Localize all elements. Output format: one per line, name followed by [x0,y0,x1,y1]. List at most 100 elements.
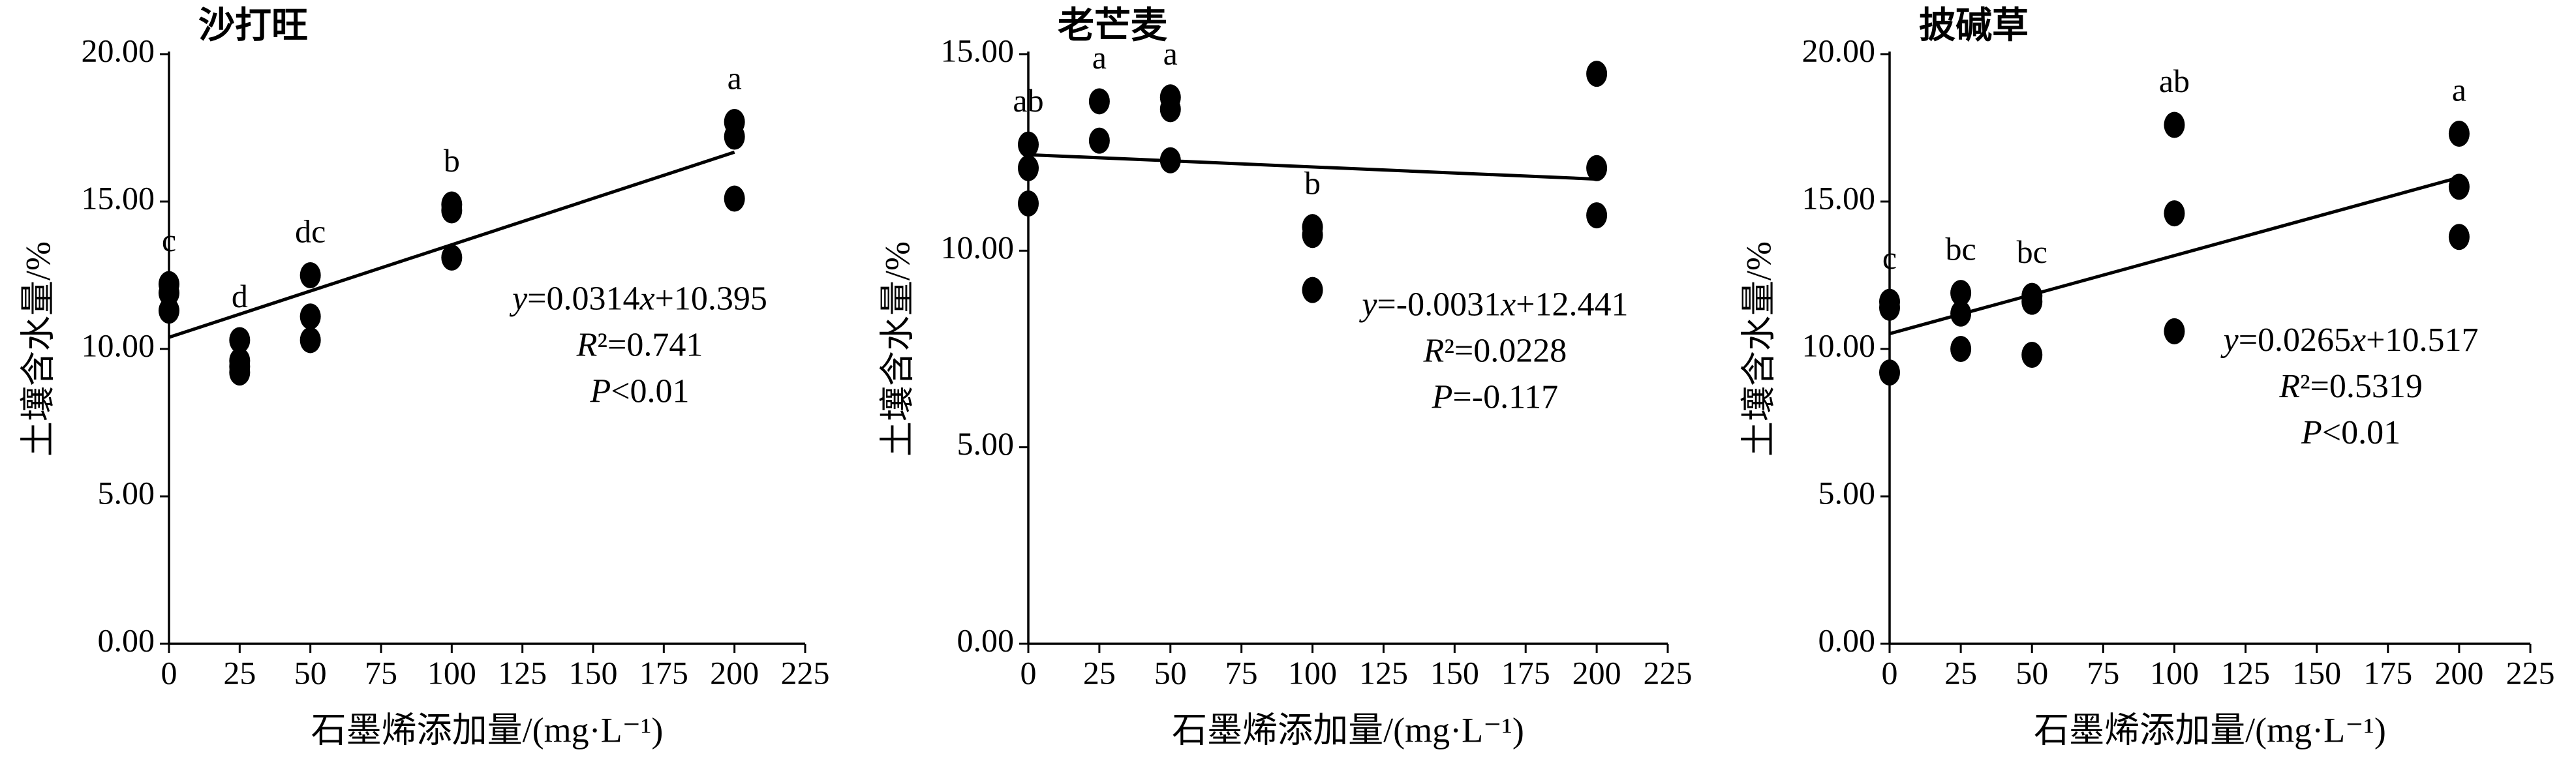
equation-char: 0 [1483,379,1500,416]
equation-char: 0 [1473,333,1490,370]
equation-char: 0 [1450,286,1467,324]
x-axis-label: 石墨烯添加量/(mg·L⁻¹) [2034,710,2386,749]
equation-char: 0 [691,280,708,318]
data-point [2448,173,2470,200]
y-tick-label: 10.00 [941,229,1015,265]
y-tick-label: 10.00 [1802,327,1876,363]
x-tick-label: 75 [365,654,397,691]
x-tick-label: 75 [1225,654,1258,691]
x-tick-label: 175 [2363,654,2412,691]
equation-char: . [708,280,716,318]
x-tick-label: 0 [161,654,177,691]
data-point [1950,336,1972,362]
equation-char: + [655,280,674,318]
data-point [1018,155,1039,181]
equation-char: 9 [733,280,750,318]
equation-char: - [1472,379,1483,416]
equation-char: 0 [547,280,564,318]
equation-char: 0 [2329,368,2346,405]
equation-char: . [1490,333,1499,370]
data-point [2021,342,2043,369]
x-tick-label: 25 [1083,654,1116,691]
equation-char: ² [1444,333,1454,370]
equation-char: 5 [2355,368,2372,405]
equation-char: < [611,373,630,410]
x-tick-label: 175 [639,654,688,691]
equation-char: P [1432,379,1453,416]
x-tick-label: 50 [2016,654,2048,691]
subplot-title: 沙打旺 [198,6,308,46]
significance-letter: bc [1946,231,1976,267]
equation-char: . [2419,322,2427,359]
data-point [1950,280,1972,307]
data-point [2448,224,2470,250]
data-point [1950,300,1972,327]
data-point [1302,277,1323,303]
data-point [1159,147,1181,173]
equation-char: 3 [716,280,733,318]
y-axis-label: 土壤含水量/% [878,241,917,457]
regression-line [1889,175,2460,336]
y-axis-label: 土壤含水量/% [1739,241,1778,457]
equation-char: x [1500,286,1516,324]
data-point [2448,121,2470,147]
x-tick-label: 25 [1944,654,1977,691]
equation-char: 8 [1550,333,1567,370]
data-point [441,244,463,271]
equation-char: < [2322,414,2341,451]
equation-char: 0 [2283,322,2300,359]
data-point [159,297,179,324]
equation-char: 0 [1433,286,1450,324]
data-point [299,262,321,288]
equation-char: 0 [1499,333,1516,370]
data-point [1159,96,1181,123]
equation-char: 2 [2300,322,2317,359]
equation-char: R [576,327,598,364]
equation-char: y [1358,286,1377,324]
equation-char: P [2301,414,2322,451]
data-point [1586,155,1608,181]
equation-char: + [1516,286,1535,324]
equation-char: 1 [2389,368,2406,405]
significance-letter: dc [295,213,326,249]
y-tick-label: 20.00 [1802,32,1876,68]
equation-char: 3 [1467,286,1484,324]
data-point [229,359,251,386]
equation-char: 1 [674,280,691,318]
equation-char: . [2358,414,2367,451]
x-tick-label: 100 [2150,654,2199,691]
equation-text: y=-0.0031x+12.441 [1358,286,1628,324]
data-point [1088,127,1110,154]
equation-char: 0 [2258,322,2275,359]
data-point [2021,288,2043,315]
data-point [1018,190,1039,217]
equation-char: 1 [1611,286,1628,324]
y-tick-label: 0.00 [1818,622,1876,658]
y-tick-label: 5.00 [98,474,155,511]
data-point [724,185,745,212]
equation-char: . [1569,286,1577,324]
equation-char: 1 [2385,322,2402,359]
equation-char: R [1423,333,1445,370]
x-tick-label: 0 [1020,654,1037,691]
subplot-title: 披碱草 [1919,6,2029,46]
data-point [229,327,251,354]
x-tick-label: 100 [427,654,476,691]
x-tick-label: 50 [294,654,327,691]
equation-char: 4 [1577,286,1594,324]
equation-char: 0 [656,373,673,410]
equation-char: = [2239,322,2258,359]
equation-char: 1 [2384,414,2400,451]
equation-char: . [643,327,652,364]
equation-char: = [1377,286,1396,324]
equation-char: 2 [1552,286,1569,324]
equation-char: 1 [606,280,623,318]
data-point [1018,131,1039,158]
y-tick-label: 15.00 [1802,179,1876,216]
x-tick-label: 100 [1288,654,1337,691]
x-axis-label: 石墨烯添加量/(mg·L⁻¹) [311,710,664,749]
x-tick-label: 150 [1430,654,1479,691]
equation-char: 5 [2334,322,2351,359]
